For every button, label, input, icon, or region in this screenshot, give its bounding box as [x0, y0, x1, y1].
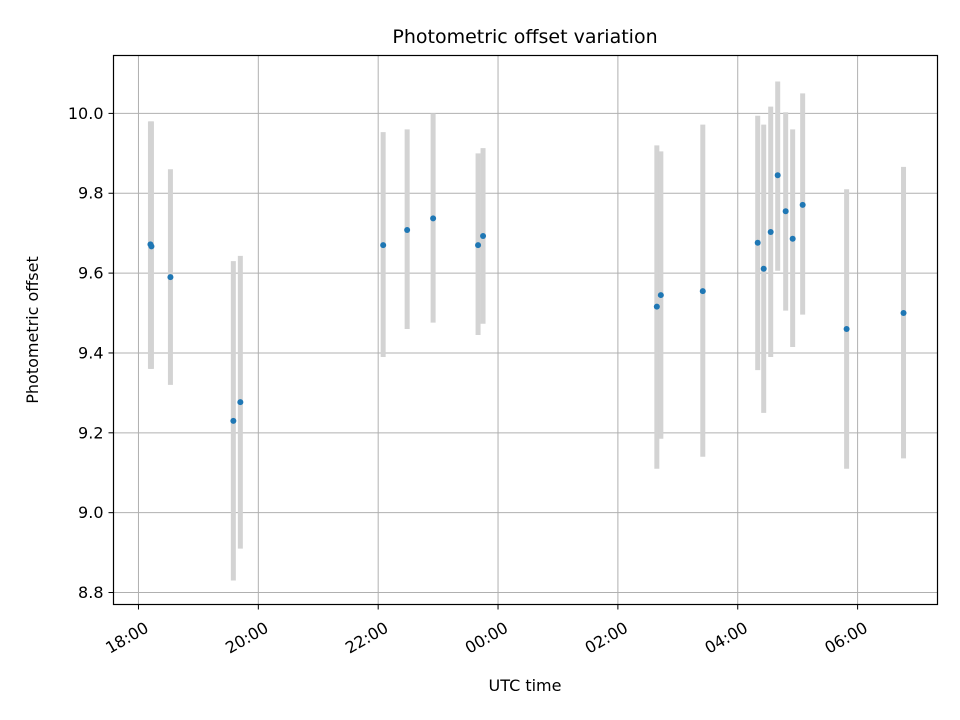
y-tick-label: 9.4: [78, 343, 103, 362]
data-point: [230, 417, 237, 424]
data-point: [167, 274, 174, 281]
data-point: [653, 303, 660, 310]
data-point: [148, 243, 155, 250]
data-point: [754, 239, 761, 246]
y-tick-label: 9.8: [78, 184, 103, 203]
data-point: [404, 226, 411, 233]
data-point: [799, 201, 806, 208]
plot-frame: [112, 54, 939, 606]
y-tick-label: 8.8: [78, 583, 103, 602]
data-point: [774, 172, 781, 179]
data-point: [789, 235, 796, 242]
chart-title: Photometric offset variation: [392, 26, 657, 48]
data-point: [699, 288, 706, 295]
y-tick-label: 9.2: [78, 423, 103, 442]
data-point: [475, 242, 482, 249]
y-tick-label: 10.0: [68, 104, 104, 123]
data-point: [760, 265, 767, 272]
y-tick-label: 9.6: [78, 264, 103, 283]
data-point: [843, 326, 850, 333]
x-axis-label: UTC time: [489, 676, 562, 695]
data-point: [480, 232, 487, 239]
data-point: [767, 228, 774, 235]
data-point: [900, 310, 907, 317]
data-point: [380, 242, 387, 249]
data-point: [782, 208, 789, 215]
y-axis-label: Photometric offset: [23, 256, 42, 404]
data-point: [657, 292, 664, 299]
y-axis-ticks: 8.8 9.0 9.2 9.4 9.6 9.8 10.0: [68, 104, 114, 602]
data-point: [430, 215, 437, 222]
data-points: [147, 172, 907, 424]
data-point: [237, 399, 244, 406]
y-tick-label: 9.0: [78, 503, 103, 522]
